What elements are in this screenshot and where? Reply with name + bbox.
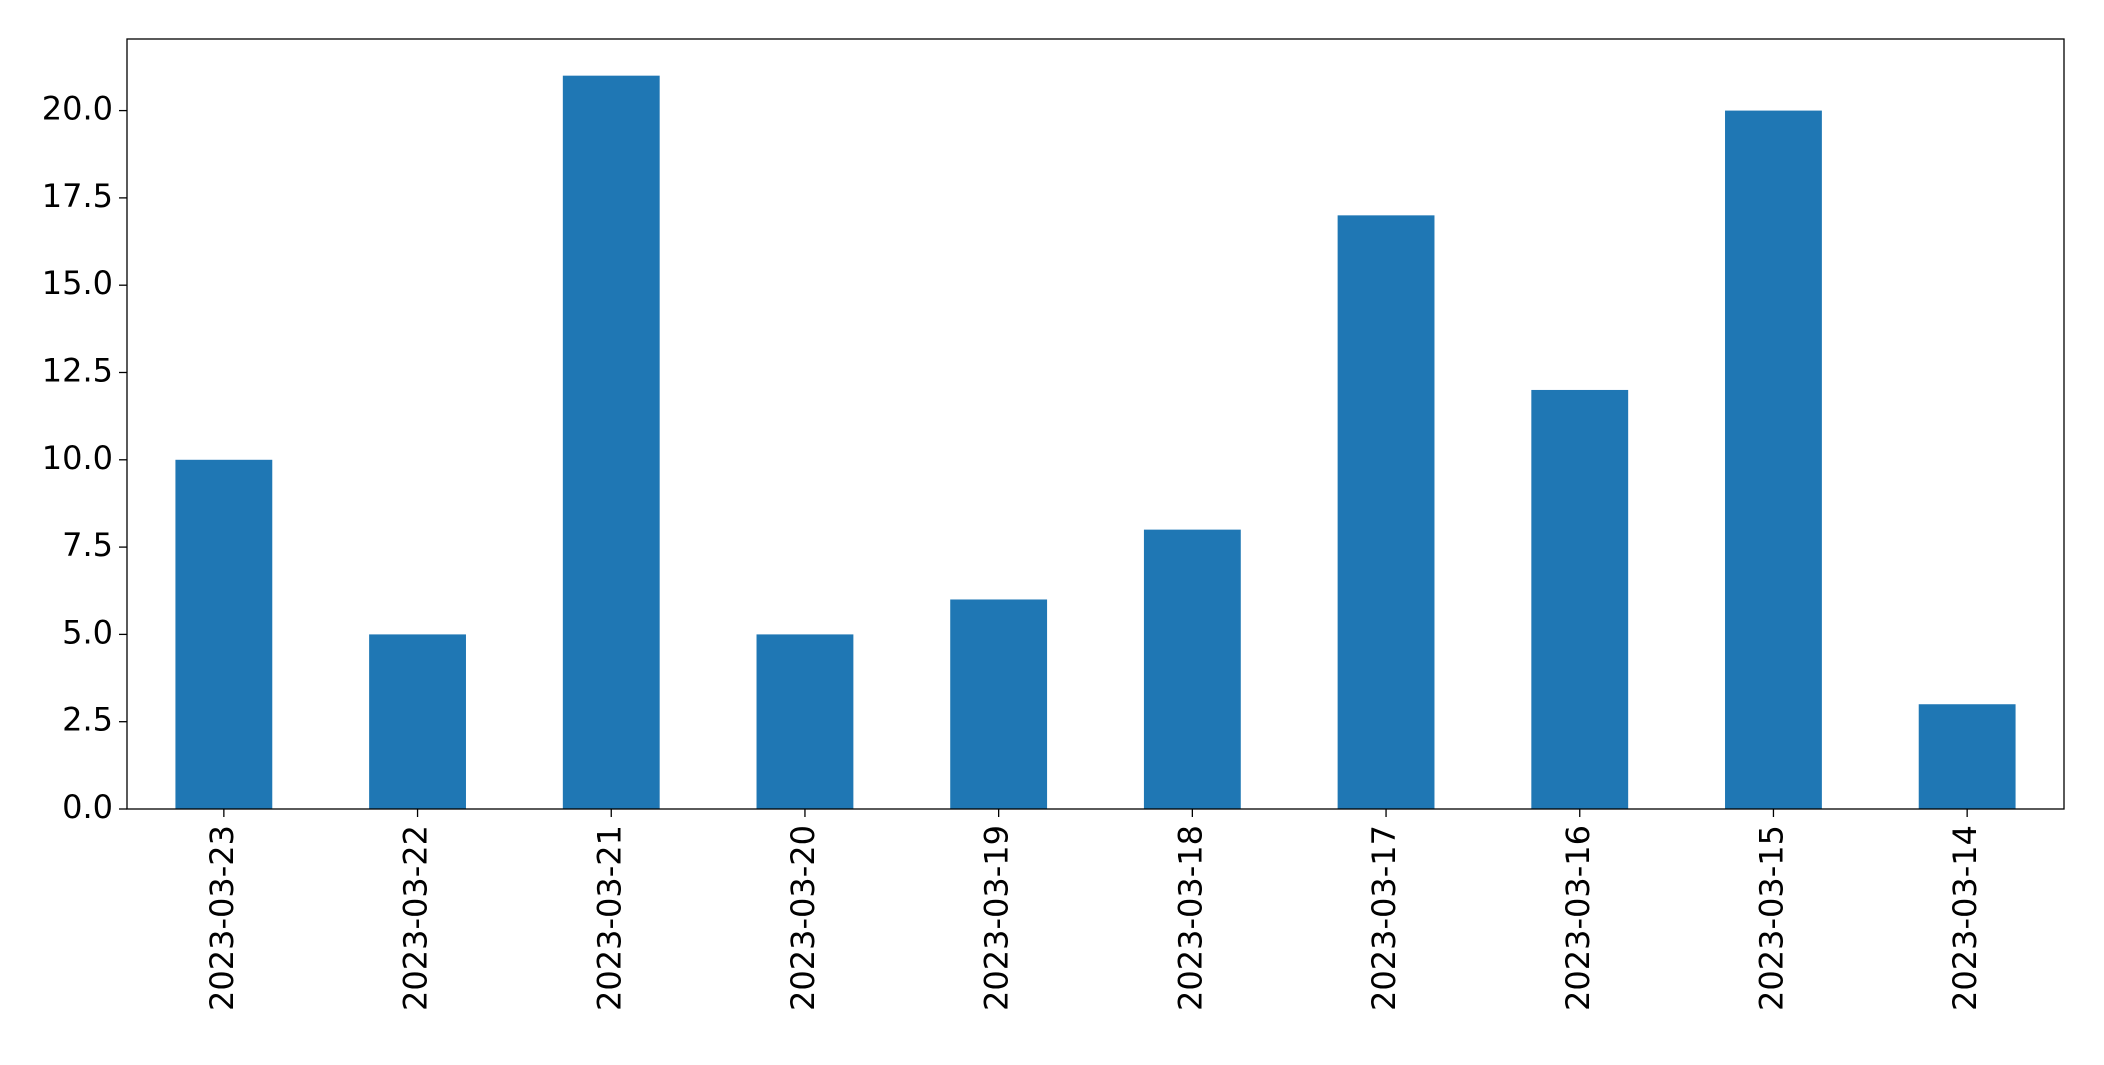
x-tick-label: 2023-03-23: [203, 825, 241, 1011]
x-tick-label: 2023-03-17: [1365, 825, 1403, 1011]
bar: [756, 634, 854, 809]
bar: [1725, 110, 1822, 810]
bar: [1918, 704, 2016, 809]
x-tick-label: 2023-03-14: [1946, 825, 1984, 1011]
bar: [369, 634, 466, 809]
x-tick-label: 2023-03-20: [784, 825, 822, 1011]
bar: [1531, 389, 1629, 809]
y-tick-label: 5.0: [62, 613, 113, 651]
x-tick-label: 2023-03-15: [1752, 825, 1790, 1011]
y-tick-label: 10.0: [42, 439, 113, 477]
y-tick-label: 2.5: [62, 701, 113, 739]
x-tick-label: 2023-03-19: [978, 825, 1016, 1011]
x-tick-label: 2023-03-16: [1559, 825, 1597, 1011]
bar: [950, 599, 1048, 809]
bar: [1337, 215, 1435, 809]
bar: [1143, 529, 1241, 809]
y-tick-label: 20.0: [42, 90, 113, 128]
y-tick-label: 7.5: [62, 526, 113, 564]
y-tick-label: 12.5: [42, 351, 113, 389]
y-tick-label: 15.0: [42, 264, 113, 302]
y-tick-label: 17.5: [42, 177, 113, 215]
x-tick-label: 2023-03-22: [397, 825, 435, 1011]
x-tick-label: 2023-03-21: [590, 825, 628, 1011]
y-tick-label: 0.0: [62, 788, 113, 826]
axes-frame: [126, 38, 2065, 810]
bar: [175, 459, 273, 809]
bar: [562, 75, 660, 809]
x-tick-label: 2023-03-18: [1171, 825, 1209, 1011]
